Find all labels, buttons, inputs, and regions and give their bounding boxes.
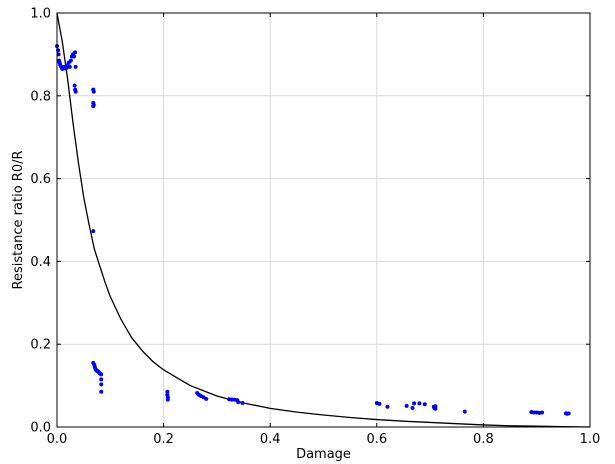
data-point [462,409,467,414]
grid-lines [56,12,591,428]
fit-curve [56,12,591,428]
y-tick-label: 0.2 [30,338,51,353]
data-point [165,397,170,402]
data-point [73,64,78,69]
data-point [410,405,415,410]
data-point [68,58,73,63]
y-tick-label: 0.6 [30,172,51,187]
x-tick-label: 0.0 [47,432,68,447]
axis-ticks [56,12,591,428]
data-point [240,400,245,405]
data-point [73,89,78,94]
data-point [91,229,96,234]
data-point [540,410,545,415]
data-point [165,389,170,394]
x-tick-label: 0.6 [366,432,387,447]
data-point [99,377,104,382]
data-point [72,83,77,88]
data-point [91,89,96,94]
data-point [91,104,96,109]
data-point [566,411,571,416]
data-point [433,404,438,409]
x-tick-label: 0.2 [153,432,174,447]
y-tick-label: 0.4 [30,255,51,270]
data-point [56,52,61,57]
data-point [99,372,104,377]
data-point [236,400,241,405]
data-point [204,396,209,401]
plot-frame [56,12,591,428]
x-tick-label: 1.0 [580,432,601,447]
y-tick-label: 0.0 [30,421,51,436]
data-point [417,401,422,406]
y-axis-label: Resistance ratio R0/R [11,150,26,289]
data-point [67,64,72,69]
data-point [412,401,417,406]
data-point [99,382,104,387]
y-tick-label: 1.0 [30,7,51,22]
data-point [72,54,77,59]
data-points-layer [55,44,571,416]
data-point [385,404,390,409]
x-tick-label: 0.8 [473,432,494,447]
tick-labels: 0.0 0.2 0.4 0.6 0.8 1.0 0.0 0.2 0.4 0.6 0.8 1.0 [30,7,600,448]
y-tick-label: 0.8 [30,89,51,104]
data-point [99,389,104,394]
data-point [404,403,409,408]
x-axis-label: Damage [296,447,351,462]
data-point [422,402,427,407]
x-tick-label: 0.4 [260,432,281,447]
fit-curve-layer [56,12,591,428]
data-point [377,401,382,406]
data-point [73,50,78,55]
